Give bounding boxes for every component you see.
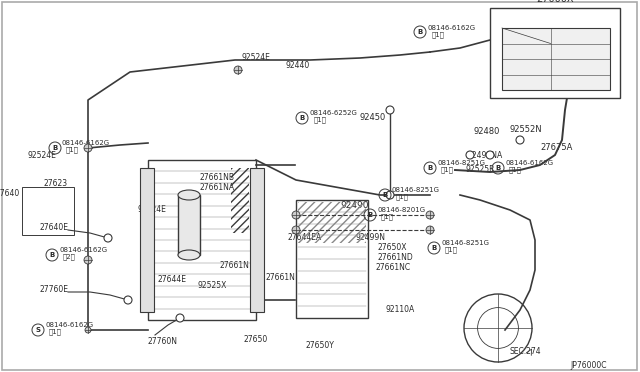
Text: 08146-6162G: 08146-6162G [45,322,93,328]
Text: 27650: 27650 [244,336,268,344]
Text: （1）: （1） [509,167,522,173]
Text: （1）: （1） [432,32,445,38]
Text: 27760N: 27760N [148,337,178,346]
Text: 92499N: 92499N [355,234,385,243]
Text: 92524E: 92524E [28,151,57,160]
Text: 92525X: 92525X [198,280,227,289]
Text: （1）: （1） [441,167,454,173]
Text: 27661N: 27661N [265,273,295,282]
Text: 27644E: 27644E [158,276,187,285]
Bar [296,200,368,318]
Bar [231,168,249,233]
Text: 92552N: 92552N [510,125,543,135]
Circle shape [104,234,112,242]
Text: （1）: （1） [49,329,62,335]
Text: 92525U: 92525U [543,22,578,32]
Text: 08146-8251G: 08146-8251G [437,160,485,166]
Bar [250,168,264,312]
Text: 27661NB: 27661NB [200,173,235,183]
Text: （1）: （1） [396,194,409,200]
Text: 92450: 92450 [360,113,387,122]
Text: SEC.274: SEC.274 [510,347,541,356]
Text: 27661NA: 27661NA [200,183,235,192]
Bar [140,168,154,312]
Text: 08146-8251G: 08146-8251G [392,187,440,193]
Text: B: B [428,165,433,171]
Text: B: B [495,165,500,171]
Text: B: B [300,115,305,121]
Text: 27661ND: 27661ND [378,253,413,263]
Text: 92524E: 92524E [242,54,271,62]
Text: 92499NA: 92499NA [468,151,503,160]
Text: 92480: 92480 [474,128,500,137]
Circle shape [426,226,434,234]
Text: 92490: 92490 [340,201,369,209]
Ellipse shape [178,250,200,260]
Text: 08146-6162G: 08146-6162G [505,160,553,166]
Text: 27650X: 27650X [378,244,408,253]
Bar [298,202,366,243]
Bar [178,195,200,255]
Text: （2）: （2） [63,254,76,260]
Text: JP76000C: JP76000C [570,362,607,371]
Text: （1）: （1） [445,247,458,253]
Text: 27623: 27623 [44,179,68,187]
Bar [490,8,620,98]
Circle shape [292,211,300,219]
Text: 92525R: 92525R [465,166,495,174]
Bar [148,160,256,320]
Circle shape [466,151,474,159]
Text: B: B [417,29,422,35]
Circle shape [292,226,300,234]
Text: 27000X: 27000X [536,0,573,4]
Text: 92524E: 92524E [138,205,167,215]
Text: 08146-8251G: 08146-8251G [441,240,489,246]
Text: 08146-6252G: 08146-6252G [309,110,357,116]
Text: （1）: （1） [66,147,79,153]
Text: （1）: （1） [381,214,394,220]
Circle shape [386,191,394,199]
Text: B: B [382,192,388,198]
Text: 27640: 27640 [0,189,20,198]
Text: 27644EA: 27644EA [288,234,323,243]
Text: （1）: （1） [314,117,327,123]
Text: B: B [52,145,58,151]
Text: 08146-8201G: 08146-8201G [377,207,425,213]
Text: B: B [367,212,372,218]
Circle shape [84,144,92,152]
Text: 92110A: 92110A [385,305,414,314]
Bar [502,28,610,90]
Circle shape [486,151,494,159]
Circle shape [516,136,524,144]
Text: B: B [431,245,436,251]
Circle shape [426,211,434,219]
Circle shape [526,24,534,32]
Circle shape [124,296,132,304]
Circle shape [85,327,91,333]
Circle shape [84,256,92,264]
Bar [22,187,74,235]
Circle shape [176,314,184,322]
Text: 27640E: 27640E [40,224,69,232]
Text: S: S [35,327,40,333]
Text: 27760E: 27760E [40,285,69,295]
Text: 08146-6162G: 08146-6162G [59,247,107,253]
Circle shape [234,66,242,74]
Text: 27661N: 27661N [220,260,250,269]
Circle shape [386,106,394,114]
Text: 08146-6162G: 08146-6162G [427,25,475,31]
Text: 27661NC: 27661NC [375,263,410,273]
Circle shape [536,23,544,31]
Text: 27675A: 27675A [540,144,572,153]
Text: B: B [49,252,54,258]
Text: 08146-6162G: 08146-6162G [62,140,110,146]
Text: 27650Y: 27650Y [305,340,334,350]
Text: 92440: 92440 [285,61,309,70]
Ellipse shape [178,190,200,200]
